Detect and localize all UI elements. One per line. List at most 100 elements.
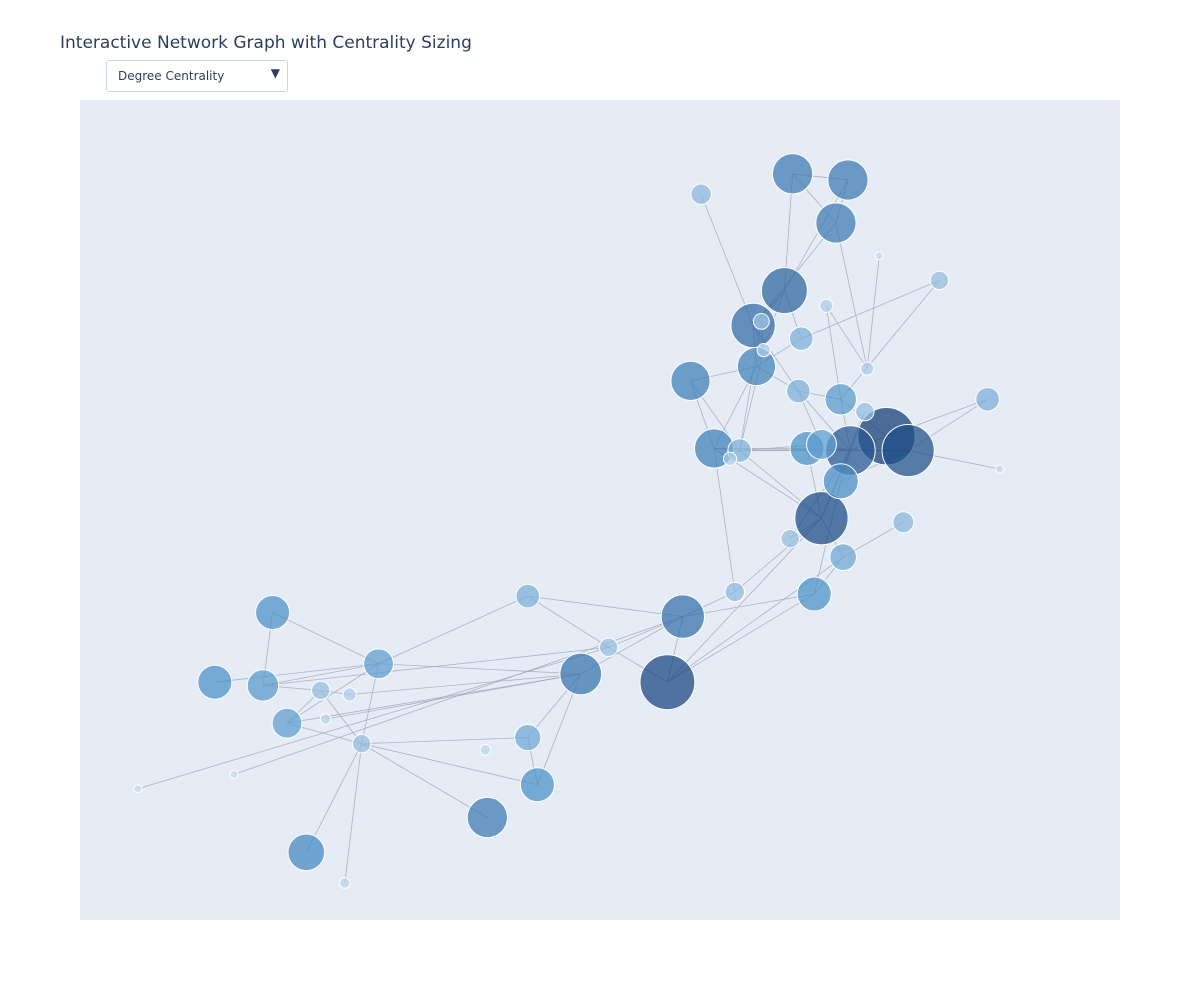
node-46[interactable] bbox=[929, 270, 950, 291]
node-1[interactable] bbox=[827, 159, 869, 201]
node-51[interactable] bbox=[752, 313, 770, 330]
node-15[interactable] bbox=[806, 428, 837, 460]
edge-50-20 bbox=[842, 521, 904, 558]
node-12[interactable] bbox=[694, 428, 735, 469]
node-54[interactable] bbox=[780, 529, 800, 549]
plot-area[interactable] bbox=[80, 100, 1120, 920]
edge-14-19 bbox=[806, 448, 822, 519]
edge-20-23 bbox=[667, 556, 844, 683]
edge-16-56 bbox=[849, 411, 866, 451]
node-30[interactable] bbox=[197, 664, 233, 700]
node-32[interactable] bbox=[311, 680, 331, 701]
edge-0-1 bbox=[792, 173, 849, 181]
edge-5-10 bbox=[752, 325, 799, 392]
node-33[interactable] bbox=[342, 687, 357, 702]
edge-12-17 bbox=[714, 448, 909, 451]
edges-layer bbox=[137, 173, 1000, 884]
node-24[interactable] bbox=[724, 581, 746, 603]
edge-17-47 bbox=[907, 398, 988, 451]
edge-12-24 bbox=[713, 448, 736, 593]
node-41[interactable] bbox=[339, 877, 351, 889]
node-39[interactable] bbox=[466, 796, 508, 839]
node-23[interactable] bbox=[639, 654, 696, 711]
edge-28-31 bbox=[262, 612, 273, 686]
node-13[interactable] bbox=[727, 438, 752, 463]
node-2[interactable] bbox=[815, 202, 857, 244]
node-45[interactable] bbox=[874, 251, 884, 261]
edge-29-34 bbox=[286, 663, 379, 724]
node-26[interactable] bbox=[598, 637, 619, 658]
edge-53-12 bbox=[713, 448, 731, 460]
chevron-down-icon[interactable]: ▼ bbox=[270, 66, 280, 80]
edge-16-49 bbox=[850, 435, 887, 451]
edge-26-22 bbox=[608, 616, 683, 648]
edge-22-23 bbox=[667, 616, 684, 683]
node-17[interactable] bbox=[881, 423, 935, 478]
edge-49-47 bbox=[886, 398, 988, 437]
edge-12-13 bbox=[714, 448, 740, 451]
node-35[interactable] bbox=[319, 713, 332, 725]
node-21[interactable] bbox=[796, 576, 832, 612]
node-11[interactable] bbox=[824, 383, 857, 416]
node-43[interactable] bbox=[229, 769, 239, 779]
node-48[interactable] bbox=[995, 464, 1005, 474]
edge-27-35 bbox=[325, 673, 581, 720]
edge-5-52 bbox=[752, 325, 765, 351]
edge-29-30 bbox=[214, 663, 379, 683]
edge-13-51 bbox=[739, 321, 762, 451]
node-18[interactable] bbox=[822, 463, 859, 500]
edge-19-23 bbox=[667, 517, 822, 683]
edge-8-11 bbox=[825, 305, 842, 400]
node-47[interactable] bbox=[975, 387, 1000, 412]
node-14[interactable] bbox=[789, 431, 825, 466]
node-10[interactable] bbox=[786, 378, 811, 404]
node-20[interactable] bbox=[829, 543, 858, 572]
edge-9-13 bbox=[690, 380, 740, 451]
edge-9-12 bbox=[690, 380, 715, 449]
node-19[interactable] bbox=[794, 491, 849, 546]
node-0[interactable] bbox=[771, 153, 814, 195]
node-28[interactable] bbox=[255, 595, 291, 630]
node-40[interactable] bbox=[287, 833, 326, 872]
node-34[interactable] bbox=[271, 707, 303, 739]
node-5[interactable] bbox=[730, 302, 776, 349]
edge-0-2 bbox=[792, 173, 837, 224]
edge-7-10 bbox=[756, 366, 799, 392]
edge-19-20 bbox=[821, 518, 844, 558]
node-38[interactable] bbox=[519, 767, 555, 803]
edge-7-12 bbox=[713, 366, 757, 449]
node-25[interactable] bbox=[515, 583, 541, 609]
nodes-layer bbox=[133, 153, 1005, 889]
edge-4-6 bbox=[784, 290, 802, 339]
node-4[interactable] bbox=[760, 267, 808, 315]
node-56[interactable] bbox=[855, 401, 875, 422]
node-53[interactable] bbox=[722, 451, 738, 466]
node-7[interactable] bbox=[736, 346, 777, 387]
node-55[interactable] bbox=[479, 744, 492, 756]
centrality-metric-dropdown[interactable]: Degree Centrality ▼ bbox=[106, 60, 288, 92]
node-22[interactable] bbox=[660, 594, 705, 639]
node-49[interactable] bbox=[857, 407, 916, 466]
edge-17-18 bbox=[840, 450, 909, 482]
node-16[interactable] bbox=[825, 425, 876, 476]
node-52[interactable] bbox=[756, 343, 771, 358]
node-42[interactable] bbox=[133, 784, 143, 794]
node-8[interactable] bbox=[819, 298, 834, 313]
node-31[interactable] bbox=[246, 669, 280, 702]
edge-56-19 bbox=[821, 411, 866, 519]
node-9[interactable] bbox=[670, 360, 711, 401]
node-6[interactable] bbox=[788, 326, 814, 351]
node-44[interactable] bbox=[860, 361, 875, 376]
node-3[interactable] bbox=[690, 183, 712, 206]
edge-8-44 bbox=[825, 305, 868, 369]
edge-36-40 bbox=[305, 743, 363, 853]
edge-27-37 bbox=[527, 673, 582, 738]
node-50[interactable] bbox=[892, 511, 915, 534]
node-36[interactable] bbox=[351, 734, 372, 754]
node-29[interactable] bbox=[363, 648, 394, 680]
node-27[interactable] bbox=[559, 652, 603, 696]
edge-17-48 bbox=[908, 450, 1000, 470]
edge-27-29 bbox=[378, 663, 581, 675]
node-37[interactable] bbox=[514, 723, 542, 752]
